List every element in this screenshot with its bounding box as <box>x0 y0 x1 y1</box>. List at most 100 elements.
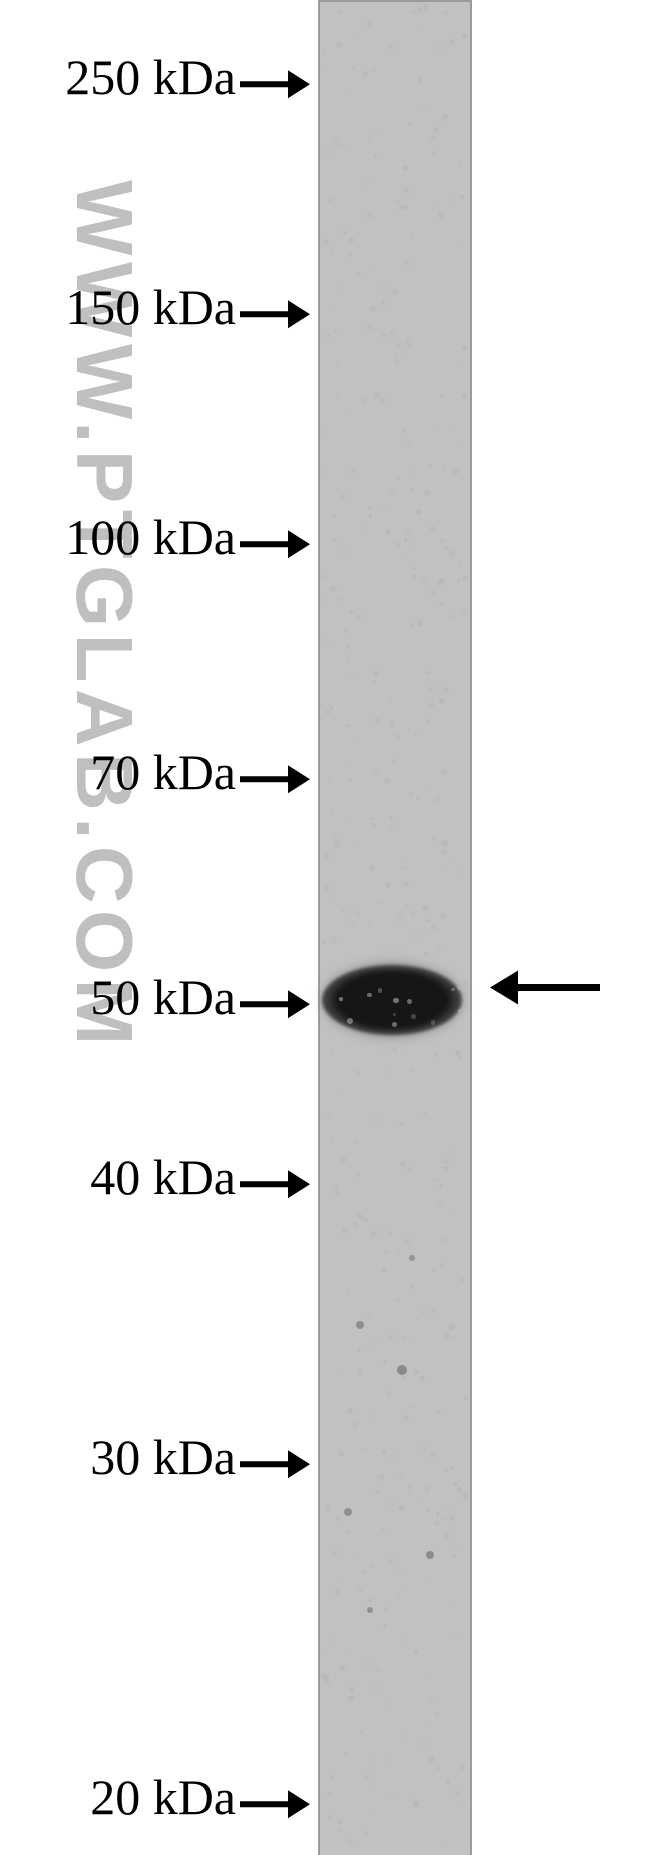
lane-noise <box>356 1173 360 1177</box>
lane-noise <box>402 1735 405 1738</box>
lane-noise <box>358 1372 362 1376</box>
lane-noise <box>322 941 325 944</box>
lane-noise <box>438 212 443 217</box>
lane-noise <box>327 1115 331 1119</box>
lane-noise <box>414 733 417 736</box>
lane-noise <box>388 1558 394 1564</box>
lane-noise <box>457 579 460 582</box>
lane-noise <box>460 1765 465 1770</box>
lane-noise <box>430 136 435 141</box>
lane-noise <box>382 1122 385 1125</box>
lane-noise <box>325 709 331 715</box>
lane-noise <box>393 998 399 1004</box>
lane-noise <box>423 108 426 111</box>
lane-noise <box>430 527 435 532</box>
lane-noise <box>402 1336 407 1341</box>
lane-noise <box>322 574 326 578</box>
lane-noise <box>346 1839 352 1845</box>
lane-noise <box>423 1112 426 1115</box>
lane-noise <box>358 1587 363 1592</box>
lane-speckle <box>426 1551 434 1559</box>
lane-noise <box>323 239 329 245</box>
lane-noise <box>331 810 334 813</box>
mw-marker: 30 kDa <box>90 1432 312 1488</box>
lane-noise <box>334 832 337 835</box>
lane-speckle <box>356 1321 364 1329</box>
lane-noise <box>389 1071 391 1073</box>
lane-noise <box>372 680 377 685</box>
lane-noise <box>410 543 412 545</box>
lane-noise <box>441 849 447 855</box>
lane-noise <box>337 1580 340 1583</box>
lane-noise <box>457 985 462 990</box>
mw-marker-label: 30 kDa <box>90 1429 236 1485</box>
lane-noise <box>416 796 420 800</box>
lane-noise <box>362 71 368 77</box>
arrow-right-icon <box>240 1778 312 1828</box>
lane-speckle <box>367 1607 373 1613</box>
lane-noise <box>436 1512 439 1515</box>
lane-noise <box>370 267 373 270</box>
lane-noise <box>322 599 325 602</box>
lane-speckle <box>409 1255 415 1261</box>
lane-noise <box>409 1485 413 1489</box>
lane-noise <box>368 921 371 924</box>
lane-noise <box>371 1342 375 1346</box>
mw-marker: 70 kDa <box>90 747 312 803</box>
mw-marker-label: 40 kDa <box>90 1149 236 1205</box>
lane-noise <box>371 1685 377 1691</box>
lane-noise <box>328 198 333 203</box>
lane-noise <box>382 301 386 305</box>
lane-noise <box>322 1674 328 1680</box>
lane-noise <box>336 42 341 47</box>
lane-noise <box>341 144 345 148</box>
lane-noise <box>367 1312 372 1317</box>
mw-marker-label: 20 kDa <box>90 1769 236 1825</box>
lane-noise <box>411 9 416 14</box>
lane-noise <box>431 1020 435 1024</box>
lane-noise <box>330 1775 335 1780</box>
lane-noise <box>390 1461 393 1464</box>
lane-noise <box>377 901 380 904</box>
lane-noise <box>407 441 411 445</box>
lane-noise <box>462 608 468 614</box>
lane-noise <box>453 1481 458 1486</box>
lane-noise <box>332 1638 335 1641</box>
lane-noise <box>452 1553 456 1557</box>
arrow-right-icon <box>240 753 312 803</box>
lane-noise <box>451 199 453 201</box>
mw-marker: 50 kDa <box>90 972 312 1028</box>
lane-noise <box>396 1299 399 1302</box>
lane-noise <box>381 1266 387 1272</box>
lane-noise <box>463 982 468 987</box>
lane-speckle <box>397 1365 407 1375</box>
mw-marker-label: 250 kDa <box>65 49 236 105</box>
lane-noise <box>334 840 340 846</box>
lane-noise <box>364 1831 368 1835</box>
lane-noise <box>399 1473 403 1477</box>
lane-noise <box>462 576 466 580</box>
lane-noise <box>388 697 391 700</box>
lane-noise <box>460 195 465 200</box>
lane-noise <box>402 1376 407 1381</box>
lane-noise <box>357 1213 363 1219</box>
lane-noise <box>370 1231 376 1237</box>
lane-noise <box>399 1122 404 1127</box>
lane-noise <box>373 153 376 156</box>
lane-noise <box>389 1756 391 1758</box>
lane-noise <box>415 932 421 938</box>
arrow-right-icon <box>240 288 312 338</box>
lane-noise <box>365 1775 370 1780</box>
lane-noise <box>420 1376 425 1381</box>
lane-noise <box>442 840 448 846</box>
lane-noise <box>381 1449 387 1455</box>
lane-noise <box>443 1166 448 1171</box>
lane-noise <box>340 598 343 601</box>
lane-noise <box>327 1792 331 1796</box>
lane-noise <box>443 1159 449 1165</box>
lane-noise <box>450 40 455 45</box>
lane-noise <box>391 289 397 295</box>
lane-noise <box>343 231 347 235</box>
lane-noise <box>395 542 401 548</box>
lane-noise <box>417 7 423 13</box>
